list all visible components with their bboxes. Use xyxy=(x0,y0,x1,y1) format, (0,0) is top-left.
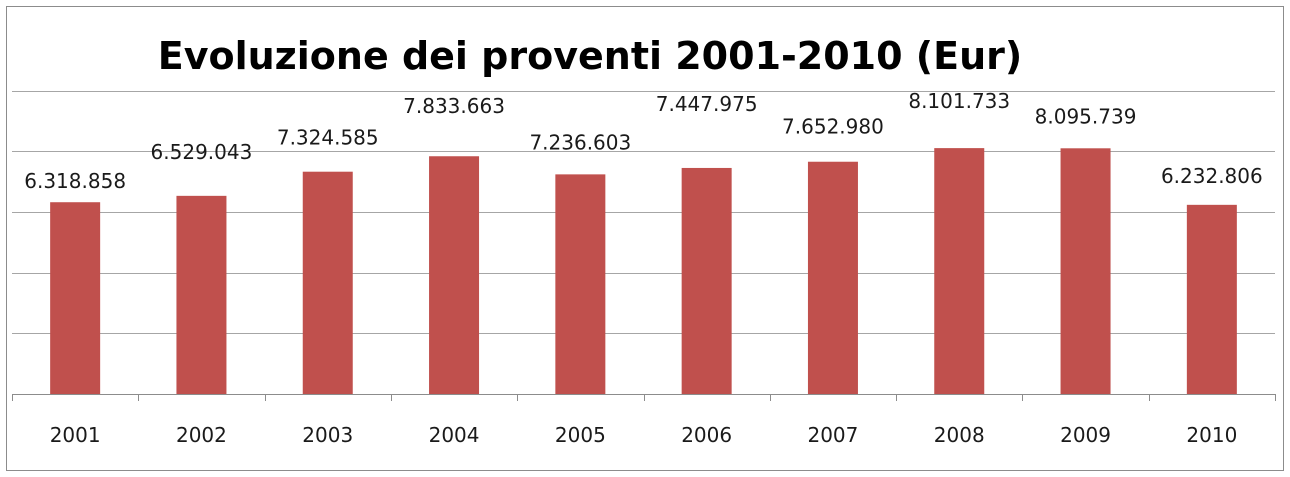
bars xyxy=(50,148,1237,394)
data-label: 7.324.585 xyxy=(277,126,379,150)
x-tick-label: 2003 xyxy=(302,423,353,447)
data-label: 6.232.806 xyxy=(1161,164,1263,188)
x-tick-label: 2002 xyxy=(176,423,227,447)
bar xyxy=(429,156,480,394)
bar xyxy=(555,174,606,394)
data-label: 8.095.739 xyxy=(1035,104,1137,128)
x-tick-label: 2010 xyxy=(1186,423,1237,447)
bar xyxy=(1060,148,1111,394)
data-label: 6.318.858 xyxy=(24,169,126,193)
x-tick-label: 2007 xyxy=(807,423,858,447)
x-tick-label: 2004 xyxy=(429,423,480,447)
x-tick-label: 2008 xyxy=(934,423,985,447)
data-label: 8.101.733 xyxy=(908,89,1010,113)
data-label: 7.833.663 xyxy=(403,94,505,118)
x-tick-label: 2009 xyxy=(1060,423,1111,447)
bar xyxy=(50,202,101,394)
bar xyxy=(934,148,985,394)
bar xyxy=(807,161,858,394)
bar xyxy=(681,167,732,394)
data-label: 7.447.975 xyxy=(656,92,758,116)
x-tick-label: 2006 xyxy=(681,423,732,447)
x-tick-label: 2001 xyxy=(50,423,101,447)
data-label: 6.529.043 xyxy=(151,140,253,164)
bar xyxy=(302,171,353,394)
data-label: 7.652.980 xyxy=(782,115,884,139)
x-tick-label: 2005 xyxy=(555,423,606,447)
bar xyxy=(1186,204,1237,394)
data-labels: 6.318.858 6.529.043 7.324.585 7.833.663 7.23… xyxy=(24,89,1262,193)
bar xyxy=(176,195,227,394)
x-axis: 2001 2002 2003 2004 2005 2006 2007 2008 2009 2010 xyxy=(12,394,1276,447)
chart-title: Evoluzione dei proventi 2001-2010 (Eur) xyxy=(157,34,1023,78)
data-label: 7.236.603 xyxy=(529,130,631,154)
